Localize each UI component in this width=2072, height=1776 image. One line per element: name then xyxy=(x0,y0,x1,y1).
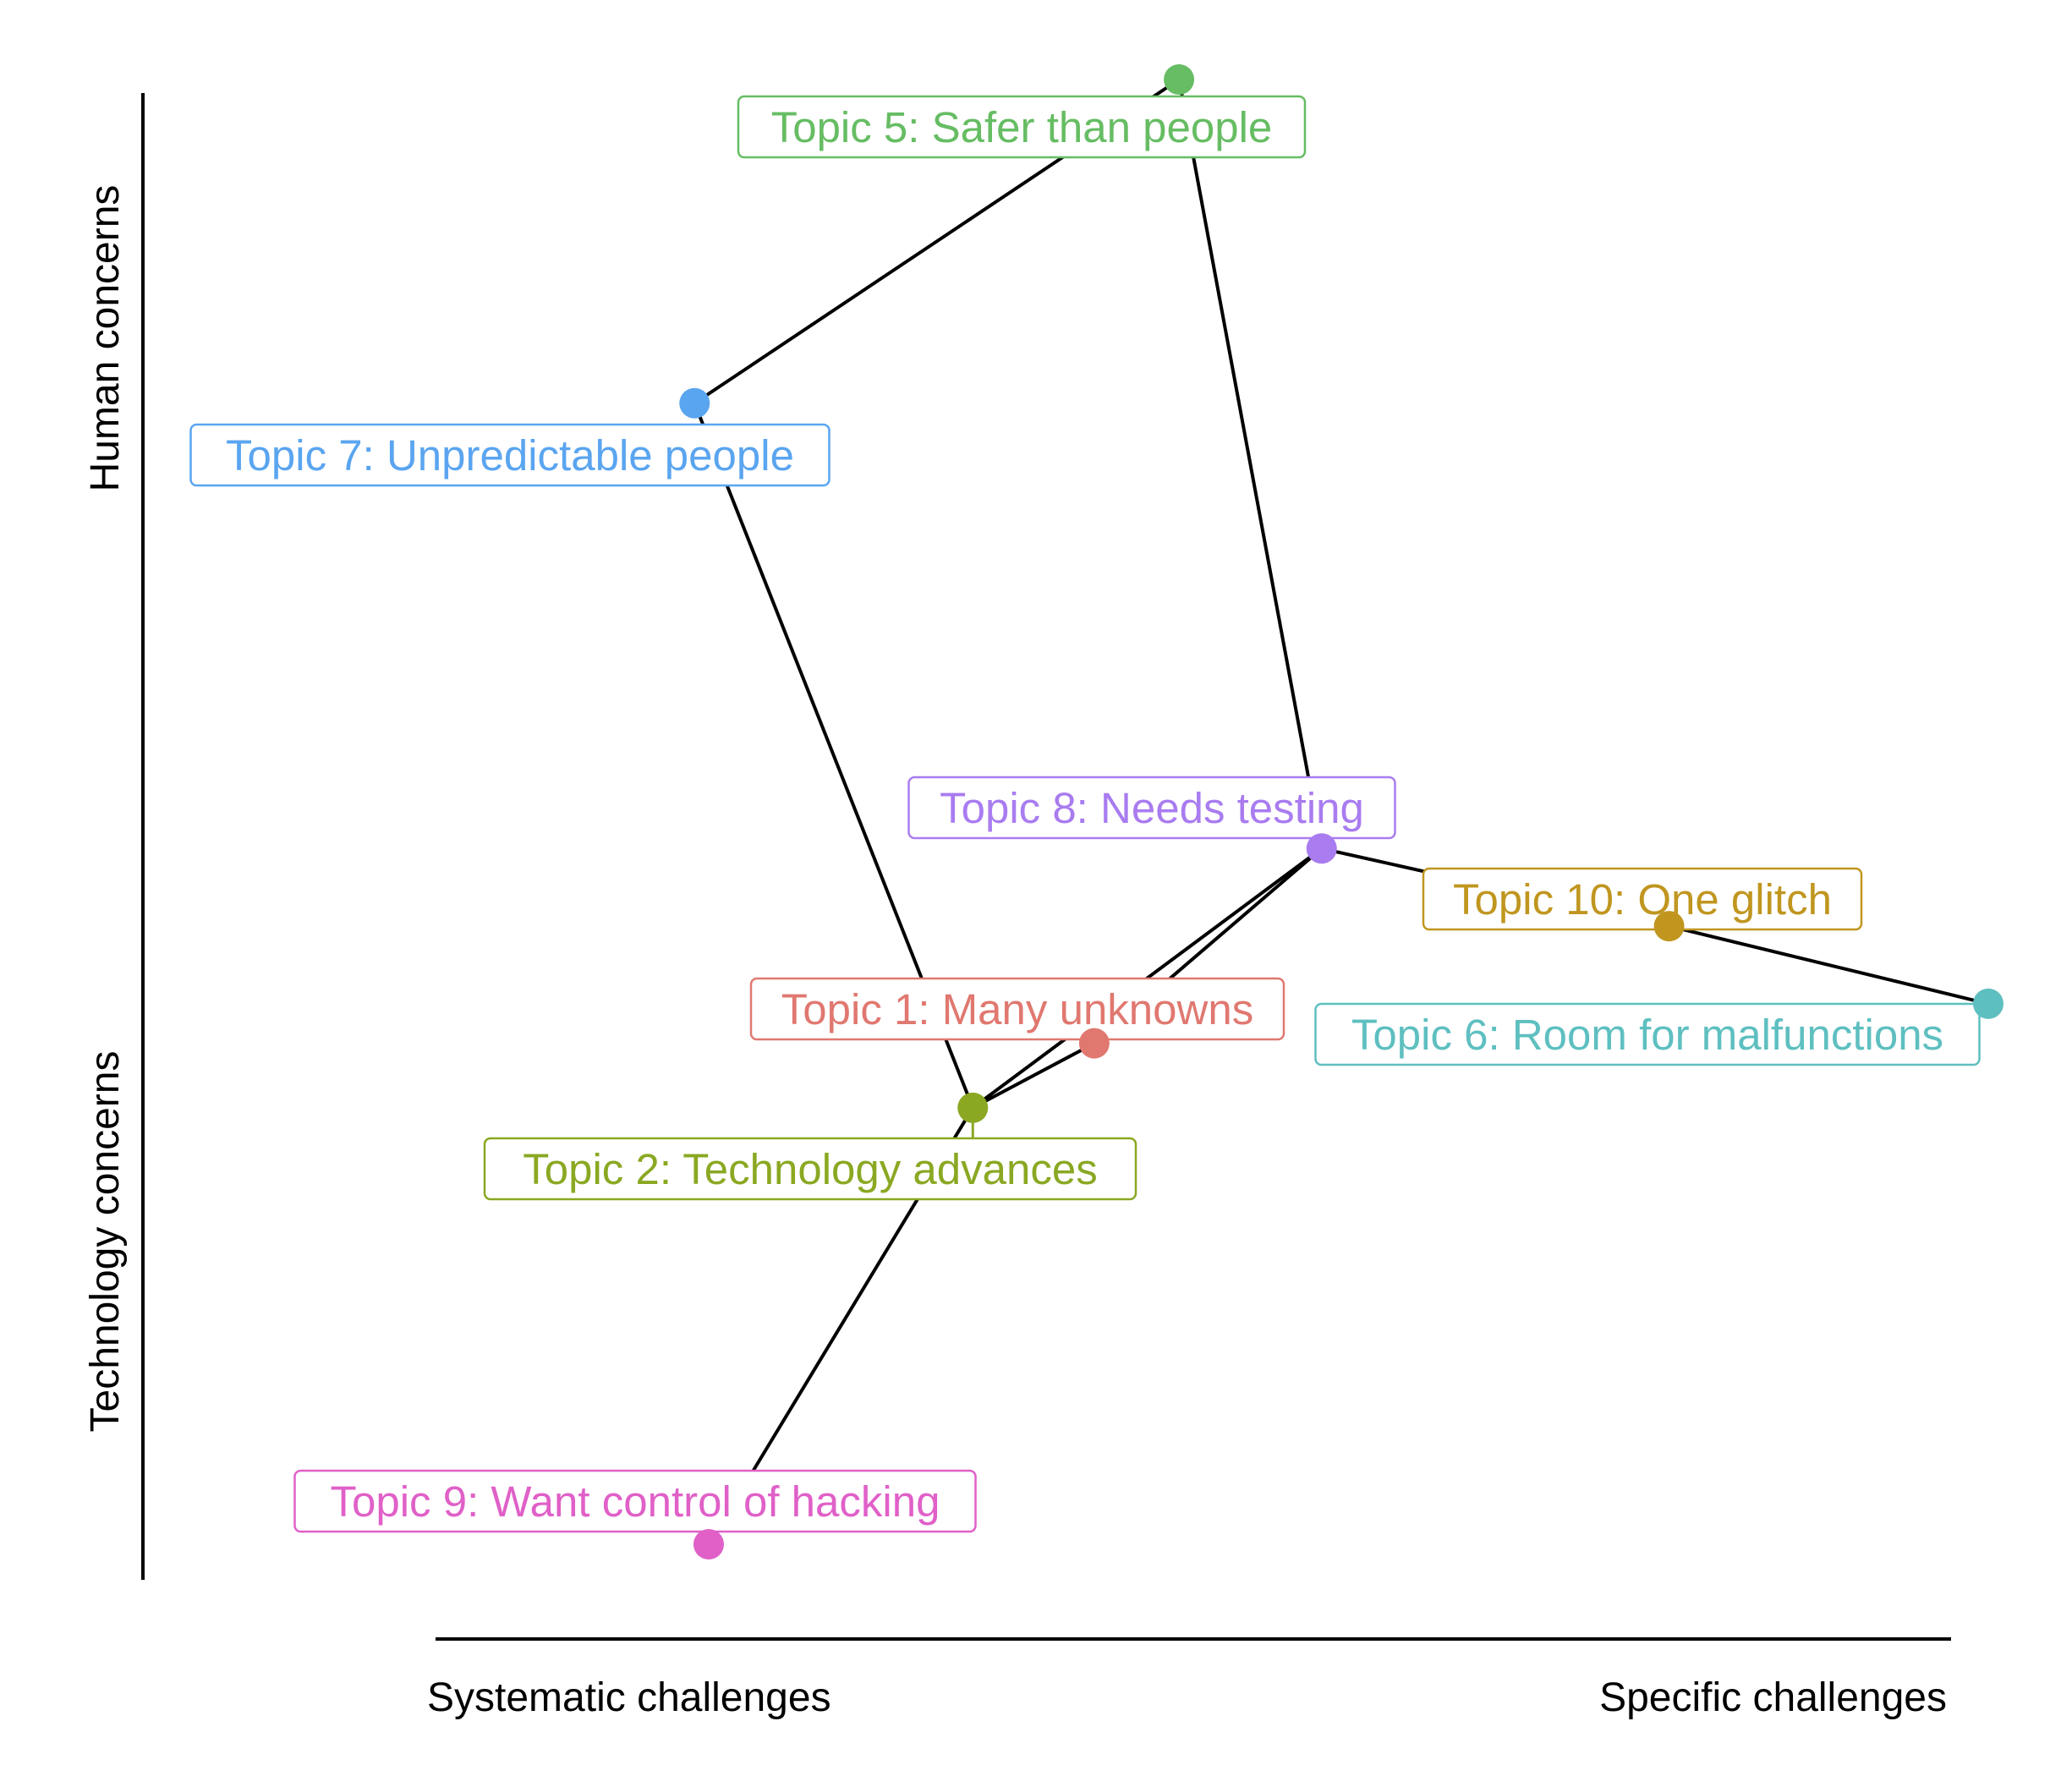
edge-t2-t1 xyxy=(972,1041,1095,1110)
label-text-t6: Topic 6: Room for malfunctions xyxy=(1351,1011,1943,1059)
label-box-t5 xyxy=(737,95,1307,159)
point-t1 xyxy=(1078,1028,1110,1059)
label-t1: Topic 1: Many unknowns xyxy=(749,977,1285,1041)
y-axis-top-label: Human concerns xyxy=(83,185,128,492)
point-t10 xyxy=(1653,911,1685,942)
labels-layer: Topic 1: Many unknowns Topic 2: Technolog… xyxy=(189,95,1981,1533)
label-t8: Topic 8: Needs testing xyxy=(907,776,1396,840)
label-box-t6 xyxy=(1314,1002,1981,1066)
point-t2 xyxy=(957,1092,989,1123)
label-box-t8 xyxy=(907,776,1396,840)
point-t9 xyxy=(693,1529,724,1559)
label-box-t2 xyxy=(483,1137,1137,1201)
x-axis-right-label: Specific challenges xyxy=(1599,1675,1947,1720)
points-layer xyxy=(679,64,2003,1559)
label-text-t1: Topic 1: Many unknowns xyxy=(781,985,1253,1033)
point-t5 xyxy=(1164,64,1195,95)
edge-t5-t8 xyxy=(1177,79,1324,849)
label-box-t9 xyxy=(293,1469,977,1533)
label-box-t10 xyxy=(1422,867,1863,931)
label-box-t1 xyxy=(749,977,1285,1041)
point-t7 xyxy=(679,387,710,419)
label-t5: Topic 5: Safer than people xyxy=(737,95,1307,159)
label-text-t2: Topic 2: Technology advances xyxy=(523,1145,1098,1193)
label-box-t7 xyxy=(189,423,830,487)
label-t2: Topic 2: Technology advances xyxy=(483,1137,1137,1201)
y-axis-bottom-label: Technology concerns xyxy=(83,1051,128,1433)
label-text-t9: Topic 9: Want control of hacking xyxy=(331,1477,940,1526)
label-text-t7: Topic 7: Unpredictable people xyxy=(226,431,794,480)
point-t6 xyxy=(1973,988,2003,1019)
label-t9: Topic 9: Want control of hacking xyxy=(293,1469,977,1533)
label-t10: Topic 10: One glitch xyxy=(1422,867,1863,931)
label-t7: Topic 7: Unpredictable people xyxy=(189,423,830,487)
edge-t10-t6 xyxy=(1669,924,1989,1006)
label-t6: Topic 6: Room for malfunctions xyxy=(1314,1002,1981,1066)
label-text-t10: Topic 10: One glitch xyxy=(1453,875,1832,924)
x-axis-left-label: Systematic challenges xyxy=(427,1675,831,1720)
label-text-t8: Topic 8: Needs testing xyxy=(940,784,1364,832)
label-text-t5: Topic 5: Safer than people xyxy=(771,103,1273,151)
point-t8 xyxy=(1306,833,1337,864)
